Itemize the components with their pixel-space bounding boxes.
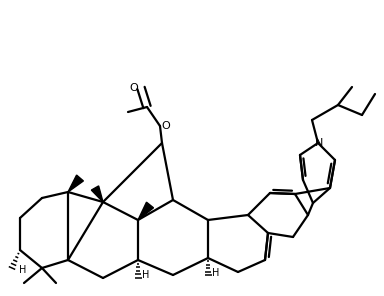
- Polygon shape: [138, 202, 154, 220]
- Polygon shape: [68, 175, 83, 192]
- Text: O: O: [130, 83, 138, 93]
- Text: H: H: [142, 270, 150, 280]
- Text: H: H: [19, 265, 26, 275]
- Text: N: N: [315, 138, 323, 148]
- Polygon shape: [91, 186, 103, 202]
- Text: O: O: [162, 121, 170, 131]
- Text: H: H: [212, 268, 220, 278]
